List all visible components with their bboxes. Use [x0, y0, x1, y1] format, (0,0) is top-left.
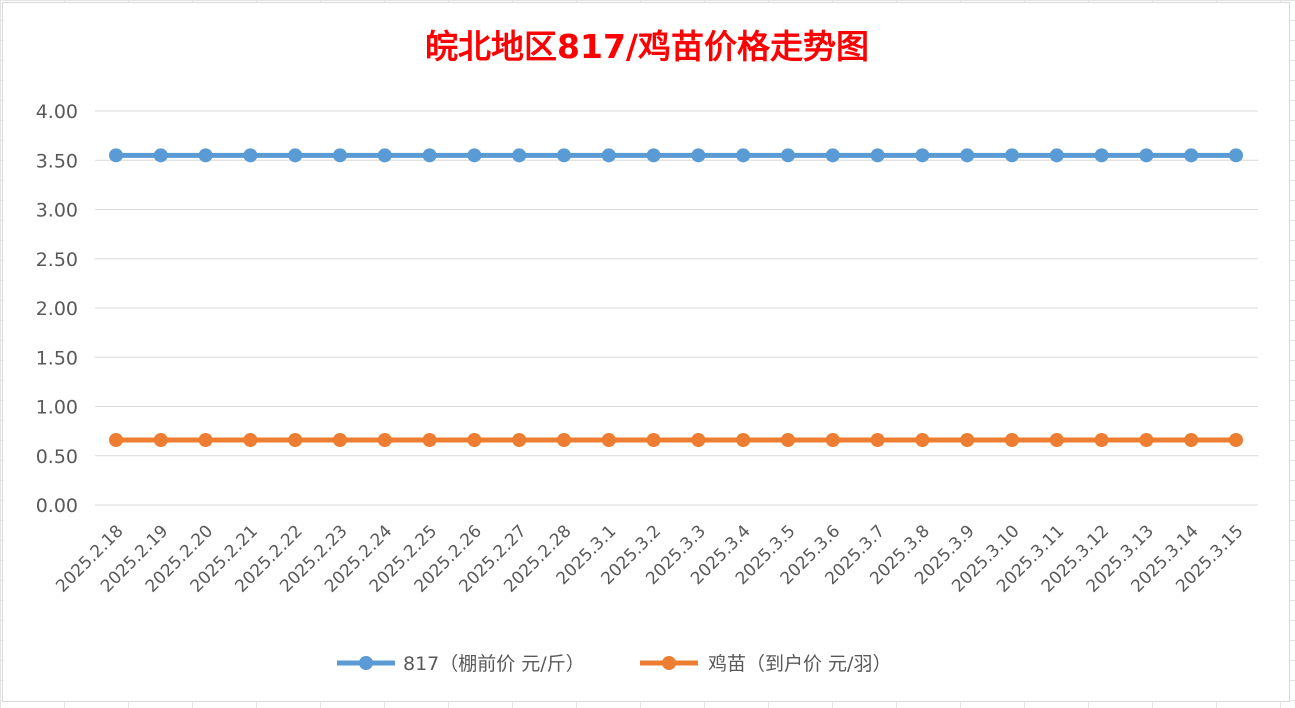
data-point [109, 432, 123, 447]
legend-swatch-marker [359, 656, 373, 670]
data-point [915, 432, 930, 447]
data-point [870, 148, 885, 163]
data-point [243, 148, 258, 163]
series-layer [109, 148, 1243, 447]
data-point [153, 432, 168, 447]
data-point [198, 432, 213, 447]
data-point [691, 432, 706, 447]
data-point [422, 432, 437, 447]
data-point [825, 148, 840, 163]
data-point [1005, 432, 1019, 447]
data-point [557, 148, 571, 163]
data-point [1094, 432, 1109, 447]
data-point [691, 148, 706, 163]
data-point [1049, 432, 1064, 447]
data-point [1184, 148, 1199, 163]
data-point [915, 148, 930, 163]
y-tick-label: 3.50 [36, 150, 78, 172]
data-point [736, 148, 751, 163]
y-tick-label: 1.00 [36, 397, 78, 419]
data-point [601, 432, 616, 447]
legend: 817（棚前价 元/斤） 鸡苗（到户价 元/羽） [337, 653, 891, 675]
data-point [601, 148, 616, 163]
legend-swatch-marker [662, 656, 676, 670]
data-point [646, 148, 661, 163]
data-point [243, 432, 258, 447]
y-tick-label: 2.50 [36, 249, 78, 271]
y-axis-ticks: 0.00 0.50 1.00 1.50 2.00 2.50 3.00 3.50 4.00 [36, 101, 78, 517]
legend-label: 鸡苗（到户价 元/羽） [708, 653, 891, 675]
data-point [736, 432, 751, 447]
data-point [960, 432, 975, 447]
data-point [557, 432, 571, 447]
data-point [1005, 148, 1019, 163]
data-point [333, 432, 347, 447]
data-point [512, 432, 527, 447]
data-point [646, 432, 661, 447]
data-point [1229, 148, 1243, 163]
data-point [1094, 148, 1109, 163]
y-tick-label: 0.00 [36, 495, 78, 517]
data-point [422, 148, 437, 163]
data-point [153, 148, 168, 163]
data-point [512, 148, 527, 163]
gridlines [95, 110, 1258, 506]
y-tick-label: 2.00 [36, 298, 78, 320]
data-point [781, 148, 795, 163]
data-point [1139, 432, 1154, 447]
chart-title: 皖北地区817/鸡苗价格走势图 [425, 27, 869, 66]
data-point [288, 148, 303, 163]
data-point [1229, 432, 1243, 447]
data-point [960, 148, 975, 163]
data-point [781, 432, 795, 447]
data-point [333, 148, 347, 163]
y-tick-label: 4.00 [36, 101, 78, 123]
data-point [467, 148, 482, 163]
data-point [109, 148, 123, 163]
data-point [1139, 148, 1154, 163]
data-point [1049, 148, 1064, 163]
data-point [288, 432, 303, 447]
y-tick-label: 1.50 [36, 347, 78, 369]
data-point [198, 148, 213, 163]
y-tick-label: 0.50 [36, 446, 78, 468]
data-point [870, 432, 885, 447]
data-point [825, 432, 840, 447]
y-tick-label: 3.00 [36, 200, 78, 222]
data-point [377, 148, 392, 163]
data-point [1184, 432, 1199, 447]
data-point [467, 432, 482, 447]
data-point [377, 432, 392, 447]
legend-label: 817（棚前价 元/斤） [403, 653, 585, 675]
x-axis-ticks: 2025.2.182025.2.192025.2.202025.2.212025… [52, 521, 1247, 596]
